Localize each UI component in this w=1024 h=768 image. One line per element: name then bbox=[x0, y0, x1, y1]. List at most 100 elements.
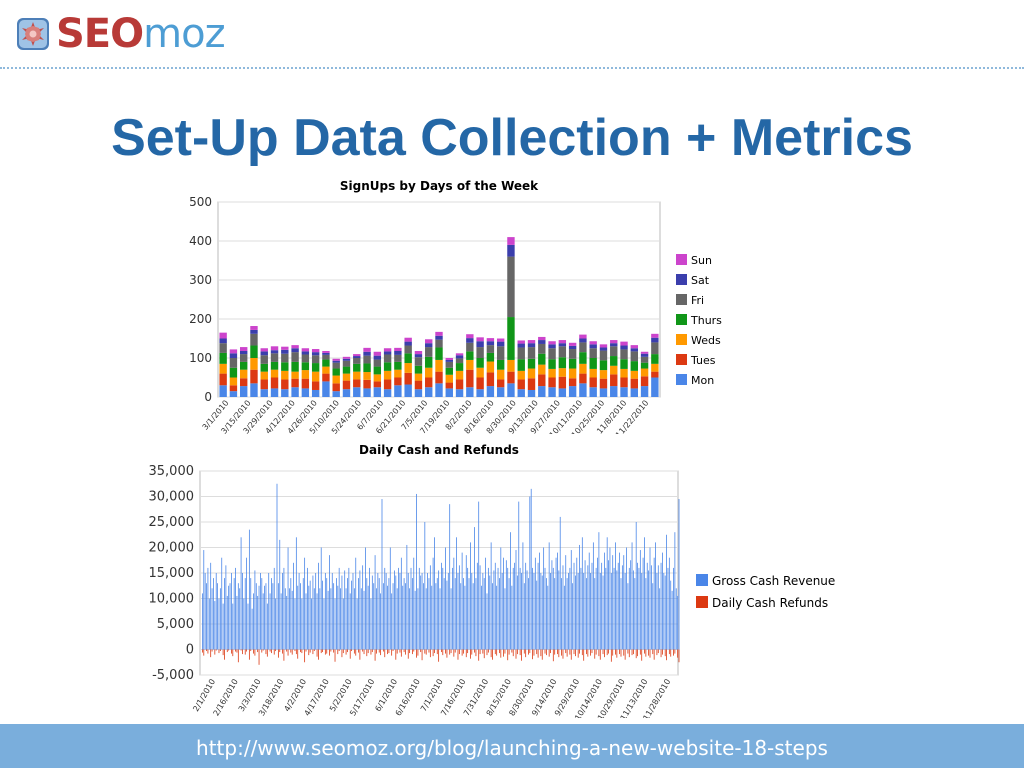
cash-bar bbox=[363, 590, 365, 650]
cash-bar bbox=[471, 573, 473, 650]
refund-bar bbox=[279, 649, 281, 653]
bar-segment bbox=[404, 353, 412, 364]
cash-bar bbox=[516, 575, 518, 650]
bar-segment bbox=[651, 333, 659, 338]
refund-bar bbox=[602, 649, 604, 655]
cash-bar bbox=[294, 598, 296, 650]
refund-bar bbox=[305, 649, 307, 652]
cash-bar bbox=[504, 588, 506, 650]
refund-bar bbox=[446, 649, 448, 658]
refund-bar bbox=[403, 649, 405, 653]
cash-bar bbox=[228, 585, 230, 650]
refund-bar bbox=[395, 649, 397, 660]
refund-bar bbox=[235, 649, 236, 652]
cash-bar bbox=[336, 578, 337, 650]
bar-segment bbox=[425, 377, 433, 388]
bar-segment bbox=[373, 359, 382, 367]
refund-bar bbox=[475, 649, 477, 657]
legend-label: Mon bbox=[691, 374, 714, 387]
cash-bar bbox=[276, 483, 278, 650]
refund-bar bbox=[391, 649, 393, 656]
bar-segment bbox=[651, 377, 659, 397]
cash-bar bbox=[255, 583, 257, 650]
refund-bar bbox=[594, 649, 596, 659]
cash-bar bbox=[486, 593, 488, 650]
y-tick-label: -5,000 bbox=[152, 668, 194, 683]
cash-bar bbox=[550, 573, 551, 650]
cash-bar bbox=[576, 557, 578, 650]
refund-bar bbox=[521, 649, 522, 661]
cash-bar bbox=[359, 570, 361, 650]
bar-segment bbox=[229, 367, 238, 378]
legend-swatch bbox=[676, 354, 687, 365]
refund-bar bbox=[262, 649, 264, 651]
refund-bar bbox=[387, 649, 388, 655]
bar-segment bbox=[651, 354, 659, 364]
bar-segment bbox=[486, 352, 495, 362]
chart-title: SignUps by Days of the Week bbox=[340, 179, 539, 193]
refund-bar bbox=[537, 649, 539, 658]
bar-segment bbox=[599, 370, 608, 379]
bar-segment bbox=[342, 389, 351, 397]
cash-bar bbox=[224, 578, 225, 650]
refund-bar bbox=[599, 649, 601, 660]
refund-bar bbox=[291, 649, 293, 655]
bar-segment bbox=[599, 388, 608, 397]
y-tick-label: 15,000 bbox=[149, 566, 195, 581]
bar-segment bbox=[229, 353, 238, 358]
refund-bar bbox=[349, 649, 351, 659]
cash-bar bbox=[273, 567, 275, 650]
bar-segment bbox=[291, 348, 299, 353]
bar-segment bbox=[630, 378, 639, 389]
bar-segment bbox=[558, 346, 567, 358]
cash-bar bbox=[644, 537, 645, 650]
refund-bar bbox=[219, 649, 221, 652]
cash-bar bbox=[623, 555, 625, 650]
refund-bar bbox=[525, 649, 527, 658]
y-tick-label: 25,000 bbox=[149, 515, 195, 530]
cash-bar bbox=[568, 573, 569, 650]
bar-segment bbox=[568, 345, 577, 350]
slide-title: Set-Up Data Collection + Metrics bbox=[111, 109, 913, 167]
cash-bar bbox=[673, 567, 674, 650]
cash-bar bbox=[515, 550, 517, 650]
cash-bar bbox=[507, 567, 509, 650]
cash-bar bbox=[499, 578, 500, 650]
bar-segment bbox=[229, 385, 238, 392]
bar-segment bbox=[353, 387, 361, 397]
bar-segment bbox=[394, 354, 402, 362]
cash-bar bbox=[591, 562, 593, 650]
bar-segment bbox=[270, 369, 279, 378]
refund-bar bbox=[569, 649, 571, 655]
cash-bar bbox=[428, 578, 430, 650]
refund-bar bbox=[313, 649, 315, 652]
bar-segment bbox=[394, 385, 402, 397]
bar-segment bbox=[342, 358, 351, 361]
cash-bar bbox=[496, 585, 498, 650]
refund-bar bbox=[565, 649, 567, 654]
cash-bar bbox=[525, 562, 527, 650]
refund-bar bbox=[269, 649, 271, 652]
bar-segment bbox=[332, 391, 340, 397]
bar-segment bbox=[558, 376, 567, 389]
cash-bar bbox=[511, 585, 513, 650]
cash-bar bbox=[660, 562, 662, 650]
refund-bar bbox=[450, 649, 452, 654]
bar-segment bbox=[229, 391, 238, 397]
cash-bar bbox=[478, 501, 480, 650]
cash-bar bbox=[563, 585, 565, 650]
refund-bar bbox=[322, 649, 323, 653]
refund-bar bbox=[660, 649, 662, 658]
refund-bar bbox=[370, 649, 372, 655]
bar-segment bbox=[332, 360, 340, 363]
bar-segment bbox=[548, 348, 556, 360]
bar-segment bbox=[311, 371, 320, 382]
bar-segment bbox=[568, 349, 577, 359]
refund-bar bbox=[392, 649, 394, 652]
bar-segment bbox=[568, 368, 577, 379]
cash-bar bbox=[493, 570, 495, 650]
bar-segment bbox=[383, 379, 392, 390]
bar-segment bbox=[496, 359, 505, 370]
cash-bar bbox=[425, 588, 427, 650]
cash-bar bbox=[457, 573, 459, 650]
